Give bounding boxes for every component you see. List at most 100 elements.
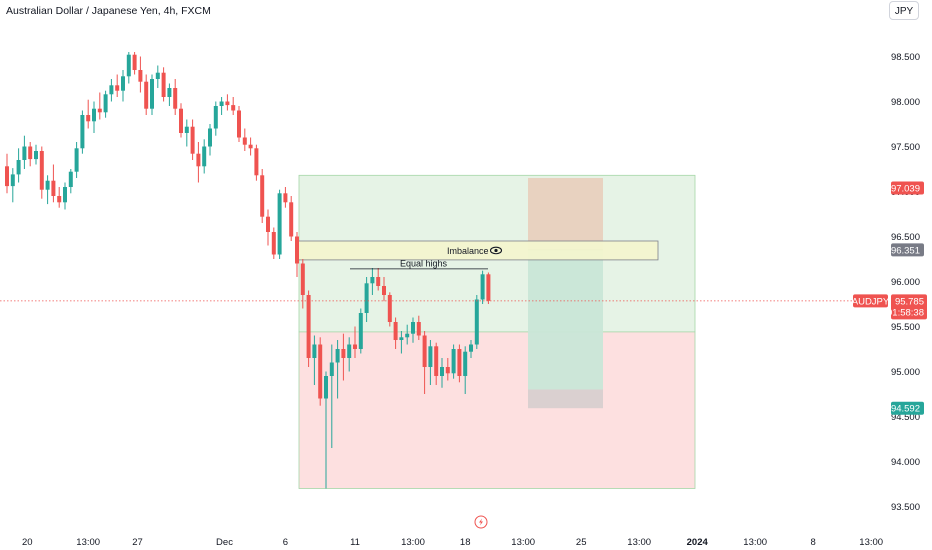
candle [51, 164, 56, 203]
candle-body [370, 277, 375, 284]
candle [451, 344, 456, 379]
candle [155, 65, 160, 88]
candle-body [416, 322, 421, 336]
candle-body [208, 128, 212, 147]
time-tick-label: 2024 [687, 537, 709, 548]
candle [28, 142, 33, 167]
candle-body [237, 110, 241, 138]
candle-body [428, 346, 433, 367]
candle-body [440, 367, 444, 376]
candle [10, 168, 15, 203]
candle-body [179, 108, 183, 133]
candle [312, 335, 317, 385]
price-tag: 97.039 [891, 181, 924, 195]
candle-body [434, 346, 439, 376]
price-tick-label: 97.500 [891, 142, 920, 153]
price-tick-label: 95.000 [891, 367, 920, 378]
time-tick-label: 13:00 [627, 537, 651, 548]
candle [34, 144, 38, 165]
eye-pupil [494, 248, 498, 253]
candle [469, 340, 473, 358]
candle [132, 52, 137, 75]
candle [45, 175, 50, 205]
price-tag-box [891, 181, 924, 195]
candle-body [376, 277, 381, 286]
price-tick-label: 95.500 [891, 322, 920, 333]
candle-body [254, 148, 259, 176]
candle-body [10, 174, 15, 187]
candle [242, 128, 247, 151]
candle-body [469, 344, 473, 352]
candle [318, 337, 323, 406]
candle [213, 101, 218, 136]
candle-body [155, 72, 160, 79]
candle-body [173, 88, 178, 109]
current-price-box [891, 294, 927, 320]
candle [422, 331, 427, 394]
price-tag-label: 94.592 [891, 404, 920, 415]
candle [115, 74, 120, 97]
trade-reward-area [528, 249, 603, 390]
candle [121, 70, 125, 102]
time-tick-label: 13:00 [401, 537, 425, 548]
candle-body [39, 151, 44, 190]
symbol-tag-label: AUDJPY [852, 296, 890, 307]
price-tick-label: 98.500 [891, 52, 920, 63]
candle [231, 97, 236, 115]
candle-body [126, 54, 131, 77]
candle-body [341, 349, 346, 358]
candle [167, 83, 172, 106]
price-tag-label: 96.351 [891, 245, 920, 256]
time-tick-label: 13:00 [76, 537, 100, 548]
candle [480, 270, 485, 304]
candle [190, 119, 195, 160]
candle-body [393, 322, 398, 340]
candle-body [445, 367, 450, 374]
candle-body [68, 171, 73, 187]
candle [225, 94, 230, 111]
candle [248, 137, 253, 156]
eye-outline [489, 246, 503, 255]
candle-body [144, 81, 149, 109]
equal-highs-label: Equal highs [400, 258, 448, 268]
candle [161, 67, 166, 102]
candle [92, 101, 96, 133]
currency-button[interactable]: JPY [889, 1, 919, 20]
candle [376, 268, 381, 291]
price-tick-label: 94.500 [891, 412, 920, 423]
price-axis[interactable]: 98.50098.00097.50097.00096.50096.00095.5… [891, 52, 920, 513]
candle-body [121, 76, 125, 91]
imbalance-label: Imbalance [447, 246, 489, 256]
candle-body [364, 283, 369, 313]
candle [86, 99, 91, 129]
candle [295, 232, 299, 277]
candle-body [202, 146, 207, 167]
price-tag-box [891, 243, 924, 257]
time-axis[interactable]: 20 13:00 27 Dec 6 11 13:00 18 13:00 25 13:00 2024 13… [22, 537, 883, 548]
candle [184, 119, 189, 147]
candle-body [277, 193, 282, 255]
candle [196, 142, 201, 183]
candle-body [5, 166, 9, 187]
candle-body [271, 232, 276, 255]
price-tick-label: 98.000 [891, 97, 920, 108]
candle-body [324, 376, 328, 399]
candle [370, 268, 375, 295]
candle-body [329, 362, 334, 376]
candle-body [295, 236, 299, 264]
candle [219, 97, 224, 115]
candle-body [184, 126, 189, 133]
candle-body [387, 295, 392, 322]
candle-body [150, 79, 154, 109]
candle [266, 209, 270, 246]
candle [138, 56, 143, 93]
candle [335, 340, 340, 399]
candle-body [22, 146, 27, 160]
candle [416, 315, 421, 340]
price-tag-label: 97.039 [891, 183, 920, 194]
candle [428, 340, 433, 385]
candle [353, 326, 357, 358]
candle-body [422, 335, 427, 367]
candle [74, 142, 79, 178]
